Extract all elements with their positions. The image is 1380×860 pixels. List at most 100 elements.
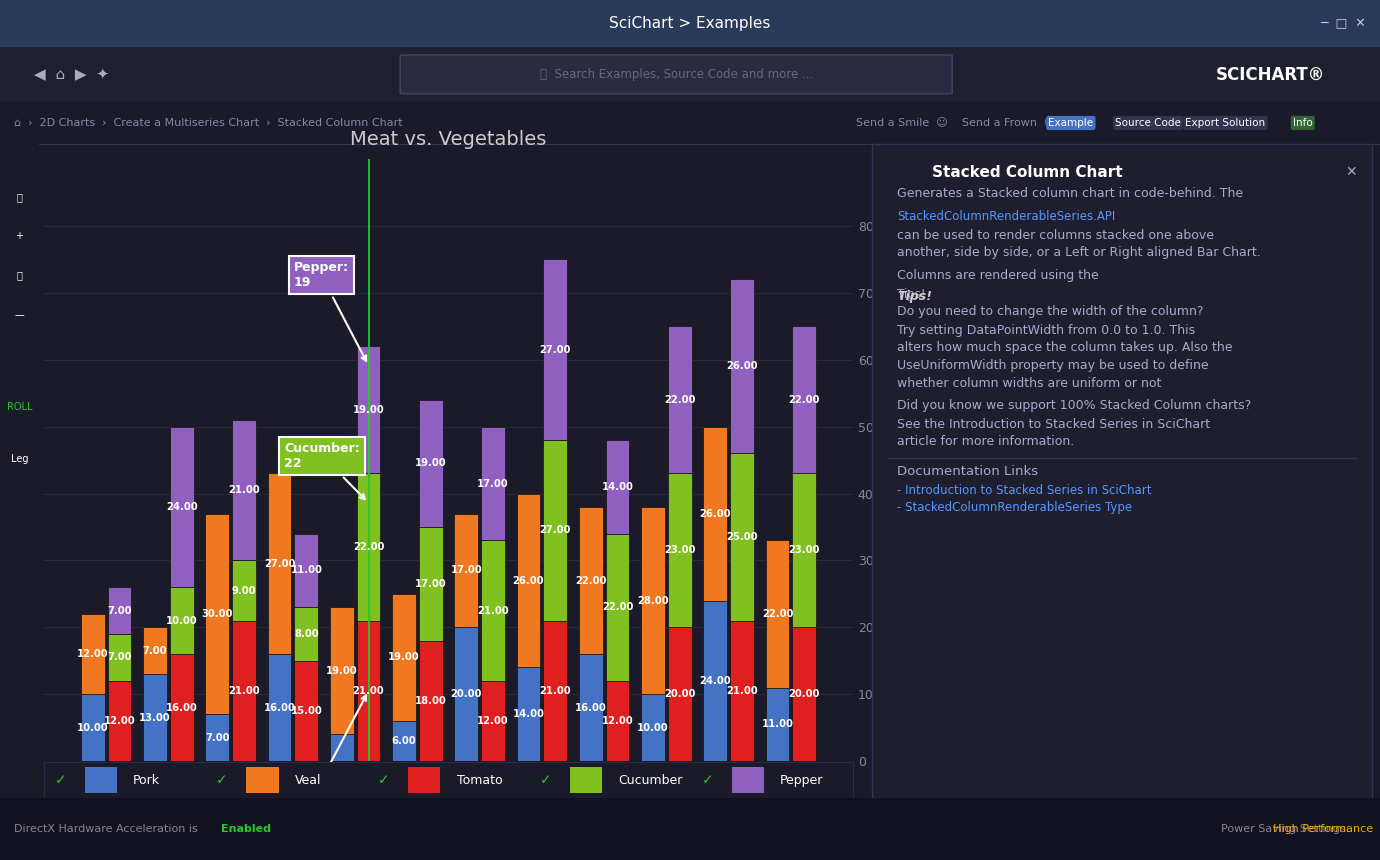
- Text: another, side by side, or a Left or Right aligned Bar Chart.: another, side by side, or a Left or Righ…: [897, 246, 1261, 259]
- FancyBboxPatch shape: [408, 767, 440, 793]
- Bar: [81, 614, 105, 694]
- Text: Info: Info: [1293, 118, 1312, 128]
- Bar: [668, 627, 691, 761]
- Text: ✓: ✓: [55, 773, 66, 787]
- Text: Tomato:
21: Tomato: 21: [284, 696, 366, 811]
- Text: Cucumber:
22: Cucumber: 22: [284, 442, 364, 500]
- Text: - StackedColumnRenderableSeries Type: - StackedColumnRenderableSeries Type: [897, 501, 1132, 513]
- Text: ✓: ✓: [378, 773, 389, 787]
- Text: 10.00: 10.00: [166, 616, 197, 625]
- Bar: [516, 667, 541, 761]
- Text: Enabled: Enabled: [221, 824, 270, 834]
- Text: 7.00: 7.00: [206, 733, 229, 743]
- Text: 20.00: 20.00: [450, 689, 482, 699]
- Text: Tips!: Tips!: [897, 290, 932, 303]
- Text: whether column widths are uniform or not: whether column widths are uniform or not: [897, 377, 1162, 390]
- FancyBboxPatch shape: [400, 55, 952, 94]
- Bar: [544, 621, 567, 761]
- Text: 🔍  Search Examples, Source Code and more ...: 🔍 Search Examples, Source Code and more …: [540, 68, 813, 81]
- Bar: [356, 474, 381, 621]
- Text: 22.00: 22.00: [664, 395, 696, 405]
- Text: SciChart > Examples: SciChart > Examples: [610, 16, 770, 31]
- Text: Tomato: Tomato: [457, 773, 502, 787]
- Text: 20.00: 20.00: [664, 689, 696, 699]
- Bar: [108, 634, 131, 681]
- Text: 19.00: 19.00: [388, 653, 420, 662]
- Text: 12.00: 12.00: [477, 716, 509, 726]
- Text: 19.00: 19.00: [353, 405, 384, 415]
- Text: 27.00: 27.00: [540, 345, 571, 354]
- Text: 22.00: 22.00: [353, 542, 384, 552]
- Text: 21.00: 21.00: [353, 686, 384, 696]
- Text: 7.00: 7.00: [108, 605, 131, 616]
- Text: 13.00: 13.00: [139, 713, 171, 722]
- Text: ROLL: ROLL: [7, 402, 32, 412]
- Text: Source Code: Source Code: [1115, 118, 1181, 128]
- Bar: [482, 681, 505, 761]
- Text: Pepper: Pepper: [780, 773, 824, 787]
- Text: can be used to render columns stacked one above: can be used to render columns stacked on…: [897, 230, 1214, 243]
- Text: 18.00: 18.00: [415, 696, 447, 706]
- Text: ⬜: ⬜: [17, 271, 22, 280]
- Text: SCICHART®: SCICHART®: [1216, 65, 1325, 83]
- Text: 24.00: 24.00: [166, 502, 197, 512]
- Text: Export Solution: Export Solution: [1185, 118, 1265, 128]
- Text: Send a Smile  ☺    Send a Frown  ☹: Send a Smile ☺ Send a Frown ☹: [856, 118, 1056, 128]
- Text: 23.00: 23.00: [664, 545, 696, 556]
- Text: 1996.22: 1996.22: [331, 818, 380, 831]
- Bar: [232, 420, 255, 561]
- Text: ✓: ✓: [217, 773, 228, 787]
- Text: 26.00: 26.00: [513, 575, 544, 586]
- Text: 16.00: 16.00: [575, 703, 607, 713]
- Bar: [392, 721, 415, 761]
- Text: 22.00: 22.00: [575, 575, 606, 586]
- Text: 22.00: 22.00: [602, 602, 633, 612]
- Text: 10.00: 10.00: [77, 722, 109, 733]
- Bar: [668, 326, 691, 474]
- Text: 15.00: 15.00: [290, 706, 322, 716]
- Bar: [170, 587, 193, 654]
- Bar: [356, 621, 381, 761]
- Bar: [730, 621, 753, 761]
- Text: ✓: ✓: [701, 773, 713, 787]
- Bar: [766, 687, 789, 761]
- Text: 19.00: 19.00: [326, 666, 357, 676]
- Bar: [294, 607, 317, 660]
- Text: StackedColumnRenderableSeries.API: StackedColumnRenderableSeries.API: [897, 210, 1115, 223]
- Text: 14.00: 14.00: [602, 482, 633, 492]
- Text: 17.00: 17.00: [477, 478, 509, 488]
- Bar: [144, 627, 167, 674]
- Bar: [81, 694, 105, 761]
- Text: 11.00: 11.00: [290, 566, 322, 575]
- Text: Generates a Stacked column chart in code-behind. The: Generates a Stacked column chart in code…: [897, 187, 1243, 200]
- Text: Columns are rendered using the: Columns are rendered using the: [897, 268, 1098, 282]
- Text: 24.00: 24.00: [700, 676, 731, 685]
- Text: ✓: ✓: [540, 773, 552, 787]
- Bar: [206, 513, 229, 715]
- Text: Stacked Column Chart: Stacked Column Chart: [932, 165, 1123, 181]
- Bar: [268, 654, 291, 761]
- Bar: [232, 621, 255, 761]
- Text: 27.00: 27.00: [540, 525, 571, 535]
- Bar: [420, 400, 443, 527]
- Text: Pepper:
19: Pepper: 19: [294, 261, 366, 361]
- Bar: [170, 654, 193, 761]
- Bar: [606, 534, 629, 681]
- Text: Try setting DataPointWidth from 0.0 to 1.0. This: Try setting DataPointWidth from 0.0 to 1…: [897, 324, 1195, 337]
- Text: alters how much space the column takes up. Also the: alters how much space the column takes u…: [897, 341, 1232, 353]
- Bar: [580, 507, 603, 654]
- Text: 12.00: 12.00: [602, 716, 633, 726]
- Bar: [730, 280, 753, 453]
- Bar: [580, 654, 603, 761]
- Bar: [232, 561, 255, 621]
- Bar: [482, 427, 505, 540]
- Text: 21.00: 21.00: [228, 485, 259, 495]
- Bar: [704, 427, 727, 600]
- Text: 21.00: 21.00: [477, 605, 509, 616]
- Text: Veal: Veal: [295, 773, 322, 787]
- Text: 12.00: 12.00: [104, 716, 135, 726]
- Bar: [330, 734, 353, 761]
- FancyBboxPatch shape: [731, 767, 765, 793]
- Text: Example: Example: [1049, 118, 1093, 128]
- Text: 25.00: 25.00: [726, 532, 758, 542]
